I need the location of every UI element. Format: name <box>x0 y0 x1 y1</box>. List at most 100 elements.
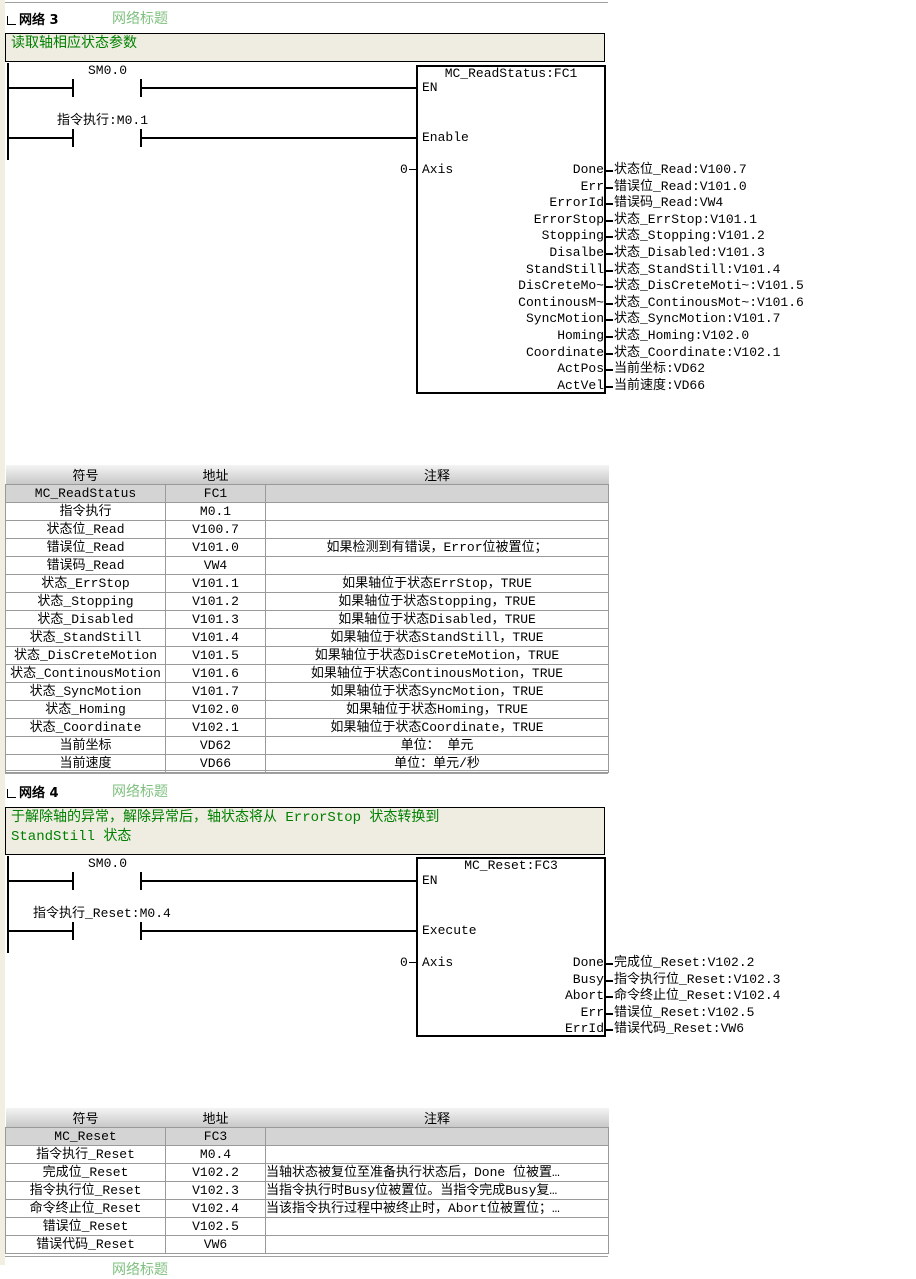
column-header-symbol[interactable]: 符号 <box>5 1108 166 1128</box>
symbol-cell[interactable]: 状态_Disabled <box>5 610 166 629</box>
network-header[interactable]: 网络 4 <box>7 782 59 801</box>
symbol-cell[interactable]: 当前坐标 <box>5 736 166 755</box>
output-variable[interactable]: 状态位_Read:V100.7 <box>614 162 747 177</box>
table-row[interactable]: 当前速度 VD66 单位：单元/秒 <box>5 754 609 773</box>
symbol-cell[interactable]: 指令执行_Reset <box>5 1145 166 1164</box>
address-cell[interactable]: VD62 <box>165 736 266 755</box>
column-header-address[interactable]: 地址 <box>165 465 266 485</box>
table-row[interactable]: 状态_ErrStop V101.1 如果轴位于状态ErrStop，TRUE <box>5 574 609 593</box>
table-row[interactable]: 错误代码_Reset VW6 <box>5 1235 609 1254</box>
collapse-toggle-icon[interactable] <box>7 16 16 25</box>
address-cell[interactable]: V101.5 <box>165 646 266 665</box>
table-row[interactable]: 状态_StandStill V101.4 如果轴位于状态StandStill，TRU… <box>5 628 609 647</box>
symbol-cell[interactable]: 完成位_Reset <box>5 1163 166 1182</box>
comment-cell[interactable]: 单位： 单元 <box>265 736 609 755</box>
symbol-cell[interactable]: MC_Reset <box>5 1127 166 1146</box>
symbol-cell[interactable]: 错误码_Read <box>5 556 166 575</box>
comment-cell[interactable]: 如果轴位于状态Stopping，TRUE <box>265 592 609 611</box>
comment-cell[interactable]: 当轴状态被复位至准备执行状态后，Done 位被置… <box>265 1163 609 1182</box>
table-row[interactable]: MC_Reset FC3 <box>5 1127 609 1146</box>
symbol-cell[interactable]: 状态_DisCreteMotion <box>5 646 166 665</box>
table-row[interactable]: 状态位_Read V100.7 <box>5 520 609 539</box>
comment-cell[interactable]: 单位：单元/秒 <box>265 754 609 773</box>
output-variable[interactable]: 错误位_Read:V101.0 <box>614 179 747 194</box>
table-row[interactable]: 状态_Coordinate V102.1 如果轴位于状态Coordinate，TRU… <box>5 718 609 737</box>
symbol-cell[interactable]: 命令终止位_Reset <box>5 1199 166 1218</box>
table-row[interactable]: 状态_Disabled V101.3 如果轴位于状态Disabled，TRUE <box>5 610 609 629</box>
output-variable[interactable]: 错误代码_Reset:VW6 <box>614 1021 745 1036</box>
output-variable[interactable]: 状态_Coordinate:V102.1 <box>614 345 781 360</box>
column-header-comment[interactable]: 注释 <box>265 465 609 485</box>
symbol-cell[interactable]: 指令执行位_Reset <box>5 1181 166 1200</box>
comment-cell[interactable] <box>265 1145 609 1164</box>
symbol-cell[interactable]: 状态_StandStill <box>5 628 166 647</box>
output-variable[interactable]: 当前坐标:VD62 <box>614 361 706 376</box>
symbol-cell[interactable]: 错误代码_Reset <box>5 1235 166 1254</box>
collapse-toggle-icon[interactable] <box>7 789 16 798</box>
comment-cell[interactable]: 如果轴位于状态SyncMotion，TRUE <box>265 682 609 701</box>
address-cell[interactable]: V101.7 <box>165 682 266 701</box>
network-title-field[interactable]: 网络标题 <box>112 1262 168 1278</box>
comment-cell[interactable] <box>265 1235 609 1254</box>
symbol-cell[interactable]: 指令执行 <box>5 502 166 521</box>
comment-cell[interactable] <box>265 556 609 575</box>
table-row[interactable]: 状态_DisCreteMotion V101.5 如果轴位于状态DisCreteMo… <box>5 646 609 665</box>
output-variable[interactable]: 状态_SyncMotion:V101.7 <box>614 311 781 326</box>
comment-cell[interactable] <box>265 520 609 539</box>
table-row[interactable]: 状态_Homing V102.0 如果轴位于状态Homing，TRUE <box>5 700 609 719</box>
address-cell[interactable]: V101.1 <box>165 574 266 593</box>
comment-cell[interactable]: 当该指令执行过程中被终止时，Abort位被置位；… <box>265 1199 609 1218</box>
address-cell[interactable]: V100.7 <box>165 520 266 539</box>
table-row[interactable]: 命令终止位_Reset V102.4 当该指令执行过程中被终止时，Abort位被置位… <box>5 1199 609 1218</box>
symbol-cell[interactable]: 状态_Homing <box>5 700 166 719</box>
comment-cell[interactable]: 如果轴位于状态StandStill，TRUE <box>265 628 609 647</box>
network-title-field[interactable]: 网络标题 <box>112 784 168 800</box>
table-row[interactable]: 当前坐标 VD62 单位： 单元 <box>5 736 609 755</box>
comment-cell[interactable] <box>265 1127 609 1146</box>
network-title-field[interactable]: 网络标题 <box>112 11 168 27</box>
address-cell[interactable]: V102.3 <box>165 1181 266 1200</box>
comment-cell[interactable]: 如果轴位于状态Coordinate，TRUE <box>265 718 609 737</box>
column-header-comment[interactable]: 注释 <box>265 1108 609 1128</box>
contact-left-bar[interactable] <box>72 79 74 97</box>
comment-cell[interactable]: 当指令执行时Busy位被置位。当指令完成Busy复… <box>265 1181 609 1200</box>
comment-cell[interactable]: 如果轴位于状态ErrStop，TRUE <box>265 574 609 593</box>
table-row[interactable]: MC_ReadStatus FC1 <box>5 484 609 503</box>
axis-value[interactable]: 0 <box>400 162 408 177</box>
table-row[interactable]: 指令执行位_Reset V102.3 当指令执行时Busy位被置位。当指令完成Bus… <box>5 1181 609 1200</box>
output-variable[interactable]: 状态_Stopping:V101.2 <box>614 228 765 243</box>
function-block[interactable] <box>416 65 606 394</box>
contact-left-bar[interactable] <box>72 922 74 940</box>
comment-cell[interactable]: 如果检测到有错误，Error位被置位； <box>265 538 609 557</box>
symbol-cell[interactable]: 状态_SyncMotion <box>5 682 166 701</box>
contact-left-bar[interactable] <box>72 129 74 147</box>
table-row[interactable]: 指令执行_Reset M0.4 <box>5 1145 609 1164</box>
address-cell[interactable]: V101.3 <box>165 610 266 629</box>
symbol-cell[interactable]: 状态_Coordinate <box>5 718 166 737</box>
symbol-cell[interactable]: 状态_ErrStop <box>5 574 166 593</box>
column-header-address[interactable]: 地址 <box>165 1108 266 1128</box>
contact-left-bar[interactable] <box>72 872 74 890</box>
address-cell[interactable]: V101.0 <box>165 538 266 557</box>
output-variable[interactable]: 状态_Disabled:V101.3 <box>614 245 765 260</box>
comment-cell[interactable]: 如果轴位于状态DisCreteMotion，TRUE <box>265 646 609 665</box>
address-cell[interactable]: V101.6 <box>165 664 266 683</box>
table-row[interactable]: 错误码_Read VW4 <box>5 556 609 575</box>
output-variable[interactable]: 状态_ContinousMot~:V101.6 <box>614 295 804 310</box>
table-row[interactable]: 错误位_Read V101.0 如果检测到有错误，Error位被置位； <box>5 538 609 557</box>
axis-value[interactable]: 0 <box>400 955 408 970</box>
symbol-cell[interactable]: 状态位_Read <box>5 520 166 539</box>
function-block[interactable] <box>416 857 606 1037</box>
network-comment[interactable]: 于解除轴的异常，解除异常后，轴状态将从 ErrorStop 状态转换到 Stan… <box>5 807 605 855</box>
output-variable[interactable]: 状态_DisCreteMoti~:V101.5 <box>614 278 804 293</box>
contact-label[interactable]: SM0.0 <box>88 856 128 871</box>
address-cell[interactable]: V102.4 <box>165 1199 266 1218</box>
address-cell[interactable]: V102.5 <box>165 1217 266 1236</box>
symbol-cell[interactable]: 错误位_Reset <box>5 1217 166 1236</box>
address-cell[interactable]: M0.4 <box>165 1145 266 1164</box>
comment-cell[interactable]: 如果轴位于状态Homing，TRUE <box>265 700 609 719</box>
address-cell[interactable]: V101.4 <box>165 628 266 647</box>
address-cell[interactable]: M0.1 <box>165 502 266 521</box>
output-variable[interactable]: 状态_ErrStop:V101.1 <box>614 212 758 227</box>
output-variable[interactable]: 错误位_Reset:V102.5 <box>614 1005 755 1020</box>
